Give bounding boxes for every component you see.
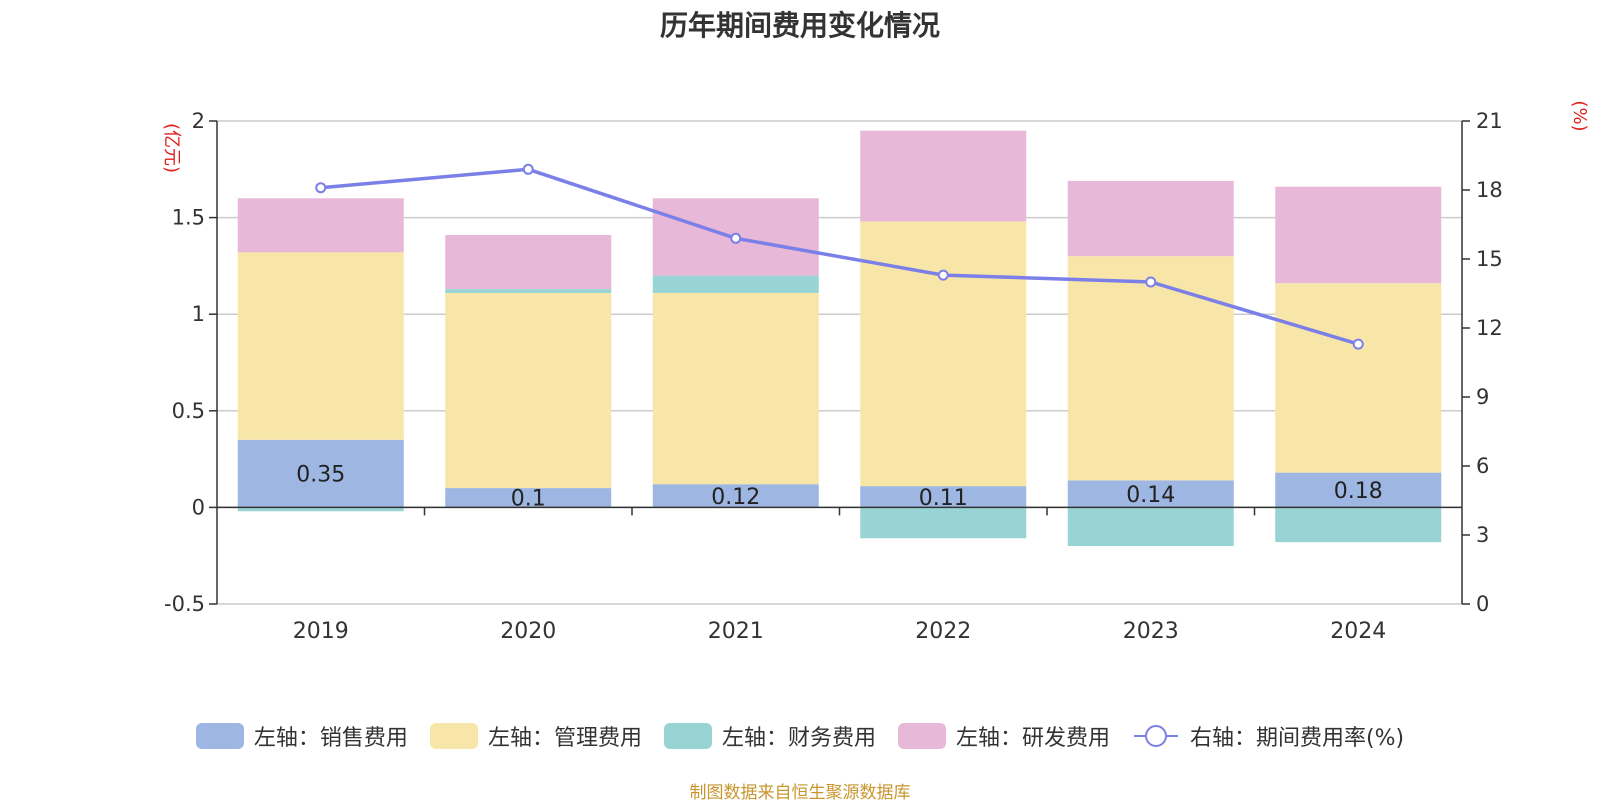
rate-point xyxy=(937,269,949,281)
x-axis-category-label: 2023 xyxy=(1123,619,1179,644)
rate-line xyxy=(320,167,1359,346)
bar-segment xyxy=(237,507,404,512)
legend-label: 左轴：研发费用 xyxy=(955,726,1110,751)
bar-segment xyxy=(445,289,612,293)
left-axis-tick-label: 1.5 xyxy=(172,206,205,230)
chart-legend: 左轴：销售费用 左轴：管理费用 左轴：财务费用 左轴：研发费用 右轴：期间费用率(%) xyxy=(0,720,1600,752)
bar-segment xyxy=(652,275,819,293)
source-note: 制图数据来自恒生聚源数据库 xyxy=(689,783,911,803)
rate-point xyxy=(315,182,327,194)
legend-item[interactable]: 左轴：研发费用 xyxy=(897,720,1110,752)
bar-segment xyxy=(445,488,612,508)
legend-item[interactable]: 右轴：期间费用率(%) xyxy=(1132,720,1404,752)
bar-segment xyxy=(445,234,612,290)
x-axis-category-label: 2024 xyxy=(1330,619,1386,644)
right-axis-tick-label: 0 xyxy=(1476,592,1489,616)
bar-data-label: 0.12 xyxy=(711,485,760,510)
x-axis-category-label: 2022 xyxy=(915,619,971,644)
bar-segment xyxy=(237,439,404,508)
bar-segment xyxy=(652,292,819,485)
legend-swatch xyxy=(897,723,946,749)
bar-segment xyxy=(860,486,1027,508)
left-axis-tick-label: 2 xyxy=(192,109,205,133)
bar-segment xyxy=(1275,186,1442,284)
legend-line-marker xyxy=(1133,725,1178,747)
right-axis-tick-label: 12 xyxy=(1476,316,1503,340)
right-axis-unit-label: (%) xyxy=(1569,100,1590,131)
legend-label: 左轴：管理费用 xyxy=(487,726,642,751)
bar-segment xyxy=(237,252,404,440)
right-axis-tick-label: 9 xyxy=(1476,385,1489,409)
legend-label: 左轴：销售费用 xyxy=(253,726,408,751)
bar-segment xyxy=(860,130,1027,222)
legend-item[interactable]: 左轴：销售费用 xyxy=(195,720,408,752)
legend-swatch xyxy=(429,723,478,749)
bar-data-label: 0.18 xyxy=(1334,479,1383,504)
bar-segment xyxy=(1275,507,1442,543)
legend-swatch xyxy=(663,723,712,749)
chart-title: 历年期间费用变化情况 xyxy=(659,9,940,42)
bar-segment xyxy=(1275,283,1442,473)
chart-plot: -0.5 0 0.5 1 1.5 2 0 3 6 9 12 15 18 21 (亿元) (%) 0.35 0.1 0… xyxy=(161,100,1590,644)
bar-segment xyxy=(1067,507,1234,547)
left-axis-tick-label: 1 xyxy=(192,302,205,326)
right-axis-tick-label: 15 xyxy=(1476,247,1503,271)
right-axis-tick-label: 6 xyxy=(1476,454,1489,478)
rate-point xyxy=(1145,276,1157,288)
rate-point xyxy=(522,163,534,175)
bar-data-label: 0.35 xyxy=(296,463,345,488)
rate-point xyxy=(730,232,742,244)
legend-label: 右轴：期间费用率(%) xyxy=(1189,726,1405,751)
bar-segment xyxy=(1275,472,1442,508)
right-axis-tick-label: 21 xyxy=(1476,109,1503,133)
left-axis-unit-label: (亿元) xyxy=(161,123,182,173)
bar-data-label: 0.14 xyxy=(1126,483,1175,508)
right-axis-tick-label: 18 xyxy=(1476,178,1503,202)
bar-segment xyxy=(1067,180,1234,257)
left-axis-tick-label: 0 xyxy=(192,495,205,519)
rate-point xyxy=(1352,338,1364,350)
left-axis-tick-label: 0.5 xyxy=(172,399,205,423)
x-axis-category-label: 2020 xyxy=(500,619,556,644)
bar-data-label: 0.1 xyxy=(511,487,546,512)
legend-label: 左轴：财务费用 xyxy=(721,726,876,751)
bar-segment xyxy=(860,221,1027,487)
right-axis-tick-label: 3 xyxy=(1476,523,1489,547)
bar-segment xyxy=(860,507,1027,539)
legend-swatch xyxy=(195,723,244,749)
bar-data-label: 0.11 xyxy=(919,486,968,511)
bar-segment xyxy=(1067,256,1234,481)
x-axis-category-label: 2021 xyxy=(708,619,764,644)
bar-segment xyxy=(445,292,612,489)
x-axis-category-label: 2019 xyxy=(293,619,349,644)
legend-item[interactable]: 左轴：财务费用 xyxy=(663,720,876,752)
bar-segment xyxy=(652,484,819,508)
bar-segment xyxy=(237,198,404,253)
legend-item[interactable]: 左轴：管理费用 xyxy=(429,720,642,752)
bar-segment xyxy=(1067,480,1234,508)
left-axis-tick-label: -0.5 xyxy=(164,592,205,616)
